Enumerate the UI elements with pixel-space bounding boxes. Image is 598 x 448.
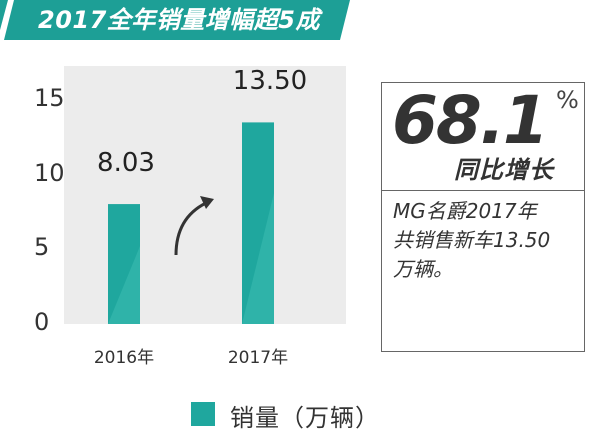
growth-percent: 68.1 xyxy=(392,82,549,159)
growth-arrow-icon xyxy=(174,201,207,256)
legend-label: 销量（万辆） xyxy=(230,404,380,432)
y-tick-label: 5 xyxy=(34,233,50,262)
title-banner: 2017全年销量增幅超5成 xyxy=(0,0,598,40)
data-label: 8.03 xyxy=(97,148,155,179)
x-tick-label: 2017年 xyxy=(227,348,289,368)
data-label: 13.50 xyxy=(232,66,308,97)
bar-highlight xyxy=(242,192,274,324)
bar-highlight xyxy=(108,246,140,324)
info-description: MG名爵2017年 共销售新车13.50 万辆。 xyxy=(393,197,579,284)
desc-line: 万辆。 xyxy=(393,257,453,281)
percent-sign: % xyxy=(556,86,579,114)
yoy-label: 同比增长 xyxy=(454,156,554,184)
page-title: 2017全年销量增幅超5成 xyxy=(38,6,320,34)
desc-line: MG名爵2017年 xyxy=(393,199,537,223)
legend-swatch xyxy=(191,402,215,426)
title-banner-shape xyxy=(0,0,350,40)
desc-line: 共销售新车13.50 xyxy=(393,228,551,252)
x-tick-label: 2016年 xyxy=(93,348,155,368)
y-tick-label: 15 xyxy=(34,84,65,112)
y-tick-label: 0 xyxy=(34,308,50,336)
info-box xyxy=(381,82,585,352)
growth-arrow-head-icon xyxy=(200,196,214,209)
info-divider xyxy=(381,190,585,191)
y-tick-label: 10 xyxy=(34,158,65,187)
